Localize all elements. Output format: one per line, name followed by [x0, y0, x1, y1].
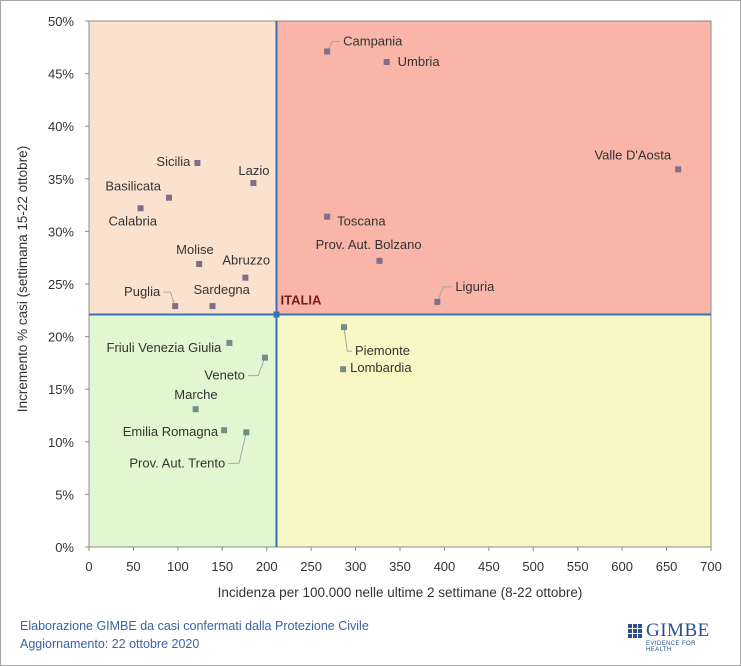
data-point: [341, 324, 348, 331]
logo-tagline: EVIDENCE FOR HEALTH: [646, 641, 696, 653]
y-tick-label: 40%: [48, 119, 74, 134]
leader-line: [228, 432, 247, 464]
data-point: [434, 298, 441, 305]
data-point: [243, 429, 250, 436]
gimbe-logo: GIMBE EVIDENCE FOR HEALTH: [628, 620, 712, 653]
x-tick-label: 0: [85, 559, 92, 574]
data-label: Sardegna: [194, 282, 251, 297]
data-point: [209, 303, 216, 310]
y-tick-label: 10%: [48, 435, 74, 450]
leader-line: [326, 41, 341, 52]
data-label: Calabria: [109, 213, 158, 228]
data-label: Liguria: [455, 279, 495, 294]
data-label: Prov. Aut. Trento: [129, 455, 225, 470]
x-tick-label: 500: [522, 559, 544, 574]
data-point: [376, 257, 383, 264]
reference-point: [273, 311, 280, 318]
data-label: Abruzzo: [222, 253, 270, 268]
footer-update: Aggiornamento: 22 ottobre 2020: [20, 637, 200, 651]
data-label: Veneto: [204, 368, 245, 383]
data-point: [172, 303, 179, 310]
y-axis-title: Incremento % casi (settimana 15-22 ottob…: [15, 146, 30, 412]
y-tick-label: 20%: [48, 330, 74, 345]
gimbe-mark-icon: [628, 624, 642, 638]
data-point: [226, 339, 233, 346]
x-tick-label: 300: [345, 559, 367, 574]
quadrant-top-left: [89, 21, 277, 315]
data-point: [196, 261, 203, 268]
data-point: [194, 160, 201, 167]
data-point: [221, 427, 228, 434]
y-tick-label: 25%: [48, 277, 74, 292]
data-label: Puglia: [124, 284, 161, 299]
data-label: Marche: [174, 387, 217, 402]
x-tick-label: 150: [211, 559, 233, 574]
data-point: [324, 213, 331, 220]
y-tick-label: 15%: [48, 382, 74, 397]
data-label: Friuli Venezia Giulia: [107, 340, 223, 355]
leader-line: [343, 327, 353, 352]
x-tick-label: 550: [567, 559, 589, 574]
data-point: [261, 354, 268, 361]
y-tick-label: 45%: [48, 67, 74, 82]
data-point: [324, 48, 331, 55]
data-label: Sicilia: [156, 154, 191, 169]
data-label: Prov. Aut. Bolzano: [316, 237, 422, 252]
data-point: [137, 205, 144, 212]
leader-line: [436, 286, 453, 303]
data-point: [250, 180, 257, 187]
x-tick-label: 200: [256, 559, 278, 574]
data-point: [192, 406, 199, 413]
data-point: [675, 166, 682, 173]
data-point: [165, 194, 172, 201]
x-tick-label: 350: [389, 559, 411, 574]
y-tick-label: 50%: [48, 14, 74, 29]
quadrant-top-right: [276, 21, 711, 315]
logo-name: GIMBE: [646, 620, 710, 641]
x-tick-label: 600: [611, 559, 633, 574]
x-tick-label: 450: [478, 559, 500, 574]
x-tick-label: 100: [167, 559, 189, 574]
data-label: Molise: [176, 242, 214, 257]
leader-line: [247, 357, 266, 377]
data-label: Basilicata: [105, 179, 161, 194]
data-label: Campania: [343, 34, 403, 49]
x-axis-title: Incidenza per 100.000 nelle ultime 2 set…: [218, 585, 583, 600]
data-point: [242, 274, 249, 281]
data-label: Umbria: [398, 54, 441, 69]
reference-label: ITALIA: [280, 293, 322, 308]
scatter-chart: 0 50 100 150 200 250 300 350 400 450 500 550 600 650 7…: [15, 14, 722, 600]
data-label: Toscana: [337, 214, 386, 229]
data-label: Piemonte: [355, 343, 410, 358]
y-tick-label: 0%: [55, 540, 74, 555]
data-label: Valle D'Aosta: [594, 147, 671, 162]
data-label: Lombardia: [350, 360, 412, 375]
footer-source: Elaborazione GIMBE da casi confermati da…: [20, 619, 369, 633]
quadrant-bottom-right: [276, 314, 711, 547]
x-tick-label: 400: [434, 559, 456, 574]
x-tick-label: 650: [656, 559, 678, 574]
data-label: Emilia Romagna: [123, 424, 219, 439]
y-tick-label: 30%: [48, 224, 74, 239]
x-tick-label: 700: [700, 559, 722, 574]
y-tick-label: 35%: [48, 172, 74, 187]
x-tick-label: 50: [126, 559, 140, 574]
data-point: [383, 59, 390, 66]
x-tick-label: 250: [300, 559, 322, 574]
data-point: [340, 366, 347, 373]
leader-line: [163, 291, 176, 307]
y-tick-label: 5%: [55, 487, 74, 502]
data-label: Lazio: [238, 163, 269, 178]
